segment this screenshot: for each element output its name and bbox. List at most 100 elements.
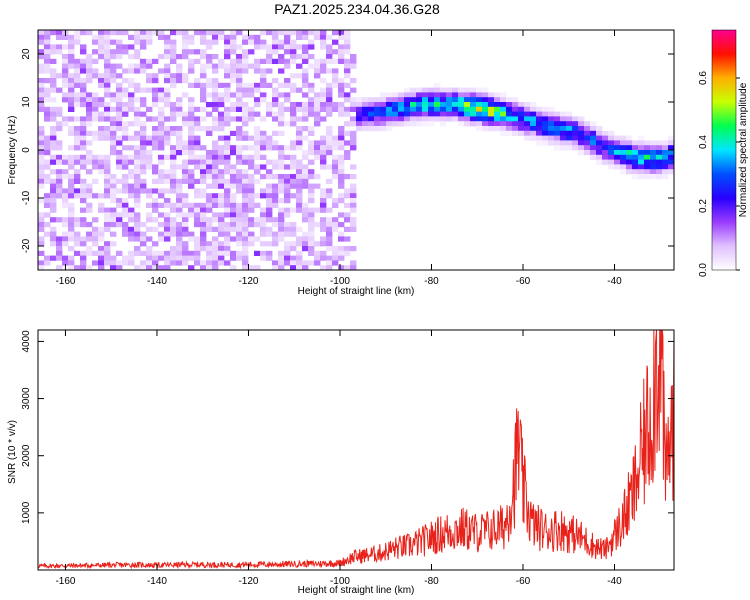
spectrogram-cell <box>524 130 531 136</box>
spectrogram-cell <box>584 140 591 146</box>
spectrogram-cell <box>110 121 117 127</box>
spectrogram-cell <box>38 30 45 36</box>
spectrogram-cell <box>158 87 165 93</box>
spectrogram-cell <box>164 73 171 79</box>
spectrogram-cell <box>608 135 615 141</box>
spectrogram-cell <box>488 116 495 122</box>
spectrogram-cell <box>320 207 327 213</box>
spectrogram-cell <box>236 97 243 103</box>
spectrogram-cell <box>218 102 225 108</box>
spectrogram-cell <box>260 68 267 74</box>
spectrogram-cell <box>128 121 135 127</box>
spectrogram-cell <box>164 202 171 208</box>
spectrogram-cell <box>230 164 237 170</box>
spectrogram-cell <box>104 212 111 218</box>
spectrogram-cell <box>566 135 573 141</box>
spectrogram-cell <box>134 193 141 199</box>
spectrogram-cell <box>320 222 327 228</box>
spectrogram-cell <box>158 212 165 218</box>
spectrogram-cell <box>158 135 165 141</box>
spectrogram-cell <box>446 92 453 98</box>
spectrogram-cell <box>440 102 447 108</box>
spectrogram-cell <box>110 97 117 103</box>
spectrogram-cell <box>200 226 207 232</box>
spectrogram-cell <box>242 212 249 218</box>
spectrogram-cell <box>188 178 195 184</box>
spectrogram-cell <box>218 198 225 204</box>
spectrogram-cell <box>110 92 117 98</box>
spectrogram-cell <box>638 169 645 175</box>
spectrogram-cell <box>464 121 471 127</box>
spectrogram-cell <box>650 169 657 175</box>
spectrogram-cell <box>146 164 153 170</box>
spectrogram-cell <box>326 164 333 170</box>
spectrogram-cell <box>248 164 255 170</box>
spectrogram-cell <box>236 250 243 256</box>
spectrogram-cell <box>338 246 345 252</box>
spectrogram-cell <box>326 68 333 74</box>
spectrogram-cell <box>266 49 273 55</box>
spectrogram-cell <box>68 78 75 84</box>
spectrogram-cell <box>200 260 207 266</box>
spectrogram-cell <box>224 116 231 122</box>
spectrogram-cell <box>80 217 87 223</box>
spectrogram-cell <box>332 174 339 180</box>
spectrogram-cell <box>296 102 303 108</box>
spectrogram-cell <box>182 140 189 146</box>
spectrogram-cell <box>98 30 105 36</box>
spectrogram-cell <box>50 178 57 184</box>
spectrogram-cell <box>170 111 177 117</box>
spectrogram-cell <box>248 265 255 271</box>
spectrogram-cell <box>656 164 663 170</box>
spectrogram-cell <box>230 73 237 79</box>
spectrogram-cell <box>104 193 111 199</box>
spectrogram-cell <box>272 49 279 55</box>
spectrogram-cell <box>242 39 249 45</box>
spectrogram-cell <box>158 188 165 194</box>
spectrogram-cell <box>626 164 633 170</box>
spectrogram-cell <box>302 126 309 132</box>
spectrogram-cell <box>266 135 273 141</box>
spectrogram-cell <box>92 68 99 74</box>
spectrogram-cell <box>218 63 225 69</box>
spectrogram-cell <box>446 87 453 93</box>
spectrogram-cell <box>332 154 339 160</box>
spectrogram-cell <box>290 30 297 36</box>
spectrogram-cell <box>212 126 219 132</box>
spectrogram-cell <box>98 102 105 108</box>
spectrogram-cell <box>296 135 303 141</box>
spectrogram-cell <box>116 265 123 271</box>
spectrogram-cell <box>536 121 543 127</box>
spectrogram-cell <box>344 34 351 40</box>
spectrogram-cell <box>242 222 249 228</box>
spectrogram-cell <box>386 106 393 112</box>
spectrogram-cell <box>338 222 345 228</box>
spectrogram-cell <box>242 174 249 180</box>
spectrogram-cell <box>338 49 345 55</box>
spectrogram-cell <box>326 188 333 194</box>
spectrogram-cell <box>440 92 447 98</box>
spectrogram-cell <box>224 68 231 74</box>
spectrogram-cell <box>68 102 75 108</box>
spectrogram-cell <box>140 111 147 117</box>
spectrogram-cell <box>188 255 195 261</box>
spectrogram-cell <box>470 92 477 98</box>
spectrogram-cell <box>518 102 525 108</box>
spectrogram-cell <box>284 250 291 256</box>
spectrogram-cell <box>230 178 237 184</box>
spectrogram-cell <box>86 183 93 189</box>
spectrogram-cell <box>182 111 189 117</box>
spectrogram-cell <box>80 58 87 64</box>
spectrogram-cell <box>152 116 159 122</box>
spectrogram-cell <box>662 169 669 175</box>
spectrogram-cell <box>38 130 45 136</box>
spectrogram-x-tick-label: -100 <box>330 276 350 287</box>
spectrogram-cell <box>146 106 153 112</box>
spectrogram-cell <box>566 126 573 132</box>
spectrogram-cell <box>206 44 213 50</box>
spectrogram-cell <box>176 226 183 232</box>
spectrogram-cell <box>212 154 219 160</box>
spectrogram-cell <box>116 150 123 156</box>
spectrogram-cell <box>110 241 117 247</box>
spectrogram-cell <box>56 178 63 184</box>
